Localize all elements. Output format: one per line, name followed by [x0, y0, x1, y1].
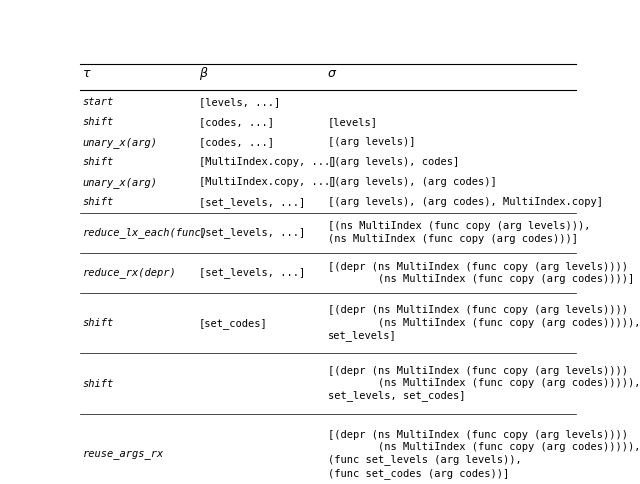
Text: [(arg levels), codes]: [(arg levels), codes] — [328, 157, 460, 167]
Text: [set_codes]: [set_codes] — [199, 318, 268, 329]
Text: shift: shift — [83, 197, 114, 208]
Text: shift: shift — [83, 378, 114, 389]
Text: unary_x(arg): unary_x(arg) — [83, 177, 157, 188]
Text: σ: σ — [328, 67, 336, 80]
Text: reduce_lx_each(func): reduce_lx_each(func) — [83, 227, 207, 238]
Text: [codes, ...]: [codes, ...] — [199, 137, 274, 147]
Text: shift: shift — [83, 117, 114, 127]
Text: [(depr (ns MultiIndex (func copy (arg levels))))
        (ns MultiIndex (func co: [(depr (ns MultiIndex (func copy (arg le… — [328, 305, 640, 341]
Text: unary_x(arg): unary_x(arg) — [83, 136, 157, 148]
Text: reuse_args_rx: reuse_args_rx — [83, 449, 164, 459]
Text: [(ns MultiIndex (func copy (arg levels))),
(ns MultiIndex (func copy (arg codes): [(ns MultiIndex (func copy (arg levels))… — [328, 222, 591, 244]
Text: reduce_rx(depr): reduce_rx(depr) — [83, 268, 176, 278]
Text: [(depr (ns MultiIndex (func copy (arg levels))))
        (ns MultiIndex (func co: [(depr (ns MultiIndex (func copy (arg le… — [328, 429, 640, 479]
Text: shift: shift — [83, 318, 114, 328]
Text: [set_levels, ...]: [set_levels, ...] — [199, 227, 305, 238]
Text: [(depr (ns MultiIndex (func copy (arg levels))))
        (ns MultiIndex (func co: [(depr (ns MultiIndex (func copy (arg le… — [328, 366, 640, 401]
Text: [levels]: [levels] — [328, 117, 378, 127]
Text: [MultiIndex.copy, ...]: [MultiIndex.copy, ...] — [199, 177, 337, 187]
Text: β: β — [199, 67, 207, 80]
Text: [set_levels, ...]: [set_levels, ...] — [199, 197, 305, 208]
Text: [levels, ...]: [levels, ...] — [199, 97, 280, 107]
Text: start: start — [83, 97, 114, 107]
Text: shift: shift — [83, 157, 114, 167]
Text: [(depr (ns MultiIndex (func copy (arg levels))))
        (ns MultiIndex (func co: [(depr (ns MultiIndex (func copy (arg le… — [328, 262, 634, 284]
Text: [codes, ...]: [codes, ...] — [199, 117, 274, 127]
Text: [(arg levels)]: [(arg levels)] — [328, 137, 415, 147]
Text: [(arg levels), (arg codes), MultiIndex.copy]: [(arg levels), (arg codes), MultiIndex.c… — [328, 197, 603, 208]
Text: [(arg levels), (arg codes)]: [(arg levels), (arg codes)] — [328, 177, 497, 187]
Text: [MultiIndex.copy, ...]: [MultiIndex.copy, ...] — [199, 157, 337, 167]
Text: τ: τ — [83, 67, 90, 80]
Text: [set_levels, ...]: [set_levels, ...] — [199, 268, 305, 278]
